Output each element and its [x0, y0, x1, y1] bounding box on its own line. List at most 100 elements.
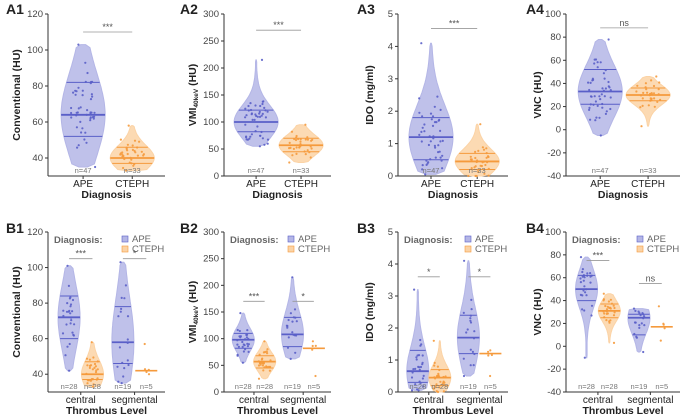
y-tick-label: 0 — [214, 171, 219, 182]
data-point — [595, 116, 598, 119]
y-axis-label: Conventional (HU) — [11, 266, 23, 358]
data-point — [420, 42, 423, 45]
y-tick-label: 40 — [550, 78, 561, 89]
y-tick-label: 60 — [550, 273, 561, 284]
panel-b4: B4 -40 -20 0 20 40 60 80 100 VNC (HU) Thrombus Lev… — [526, 220, 680, 416]
data-point — [433, 105, 436, 108]
data-point — [643, 315, 646, 318]
y-tick-label: 60 — [32, 117, 43, 128]
data-point — [594, 100, 598, 103]
data-point — [254, 130, 257, 133]
violin-ape: n=47 — [60, 43, 106, 175]
data-point — [291, 154, 294, 157]
significance-label: ns — [619, 18, 629, 28]
violin-body — [627, 308, 651, 353]
data-point — [249, 108, 253, 112]
data-point — [477, 149, 480, 152]
data-point — [418, 368, 421, 371]
data-point — [638, 324, 641, 327]
data-point — [604, 304, 607, 308]
data-point — [94, 365, 97, 368]
data-point — [462, 311, 465, 314]
data-point — [489, 374, 492, 378]
data-point — [602, 299, 605, 302]
legend-swatch-ape — [636, 235, 644, 243]
data-point — [258, 110, 261, 113]
data-point — [439, 140, 442, 143]
data-point — [485, 147, 488, 150]
data-point — [308, 151, 311, 154]
y-tick-label: 120 — [27, 227, 43, 238]
data-point — [92, 383, 95, 386]
data-point — [599, 98, 602, 101]
data-point — [295, 146, 298, 149]
violin-cteph: n=5 — [479, 349, 502, 391]
panel-b3: B3 0 1 2 3 4 5 IDO (mg/ml) Thrombus Levelcentral… — [357, 220, 508, 416]
y-tick-label: 100 — [545, 227, 561, 238]
significance-label: *** — [102, 22, 113, 32]
data-point — [439, 108, 442, 111]
y-tick-label: 80 — [550, 250, 561, 261]
data-point — [642, 350, 645, 354]
data-point — [487, 174, 490, 177]
data-point — [441, 154, 444, 157]
data-point — [470, 167, 473, 170]
data-point — [583, 285, 586, 288]
data-point — [83, 138, 86, 141]
data-point — [289, 357, 292, 360]
data-point — [481, 146, 484, 149]
significance-label: *** — [273, 20, 284, 30]
panel-label: A1 — [6, 1, 24, 17]
data-point — [311, 340, 314, 343]
violin-ape: n=47 — [577, 38, 623, 175]
n-label: n=47 — [248, 166, 265, 175]
y-tick-label: 80 — [550, 32, 561, 43]
panel-label: A4 — [526, 1, 544, 17]
violin-body — [233, 59, 279, 147]
data-point — [650, 79, 653, 82]
data-point — [292, 333, 295, 336]
data-point — [70, 106, 73, 110]
data-point — [607, 300, 611, 303]
data-point — [663, 327, 666, 330]
n-label: n=5 — [308, 382, 321, 391]
data-point — [251, 118, 254, 121]
data-point — [256, 125, 259, 128]
violin-body — [428, 340, 452, 393]
data-point — [266, 138, 270, 141]
data-point — [294, 138, 298, 142]
data-point — [266, 142, 269, 145]
data-point — [419, 344, 422, 347]
legend-label-cteph: CTEPH — [298, 244, 330, 255]
x-axis-label: Diagnosis — [252, 189, 302, 201]
panel-a4: A4 -40 -20 0 20 40 60 80 100 VNC (HU) DiagnosisAPE… — [526, 1, 680, 201]
data-point — [479, 123, 482, 126]
data-point — [122, 375, 125, 378]
data-point — [603, 312, 606, 315]
data-point — [70, 316, 73, 319]
data-point — [299, 143, 302, 146]
data-point — [80, 131, 83, 134]
y-tick-label: 5 — [388, 227, 393, 238]
n-label: n=28 — [601, 382, 618, 391]
data-point — [643, 324, 646, 327]
data-point — [589, 272, 592, 275]
data-point — [487, 350, 490, 353]
y-tick-label: 80 — [32, 298, 43, 309]
violin-body — [57, 265, 81, 372]
data-point — [609, 306, 612, 309]
data-point — [484, 163, 487, 167]
data-point — [93, 111, 96, 114]
data-point — [81, 94, 84, 97]
data-point — [262, 362, 265, 365]
violin-body — [109, 125, 155, 172]
data-point — [475, 160, 478, 164]
data-point — [635, 335, 638, 338]
panel-b2: B2 0 50 100 150 200 250 300 VMI40keV (HU) Thrombu… — [180, 220, 331, 416]
data-point — [89, 113, 92, 116]
data-point — [430, 118, 433, 121]
y-tick-label: 1 — [388, 355, 393, 366]
legend-swatch-ape — [464, 235, 472, 243]
data-point — [421, 126, 424, 129]
data-point — [463, 259, 466, 262]
